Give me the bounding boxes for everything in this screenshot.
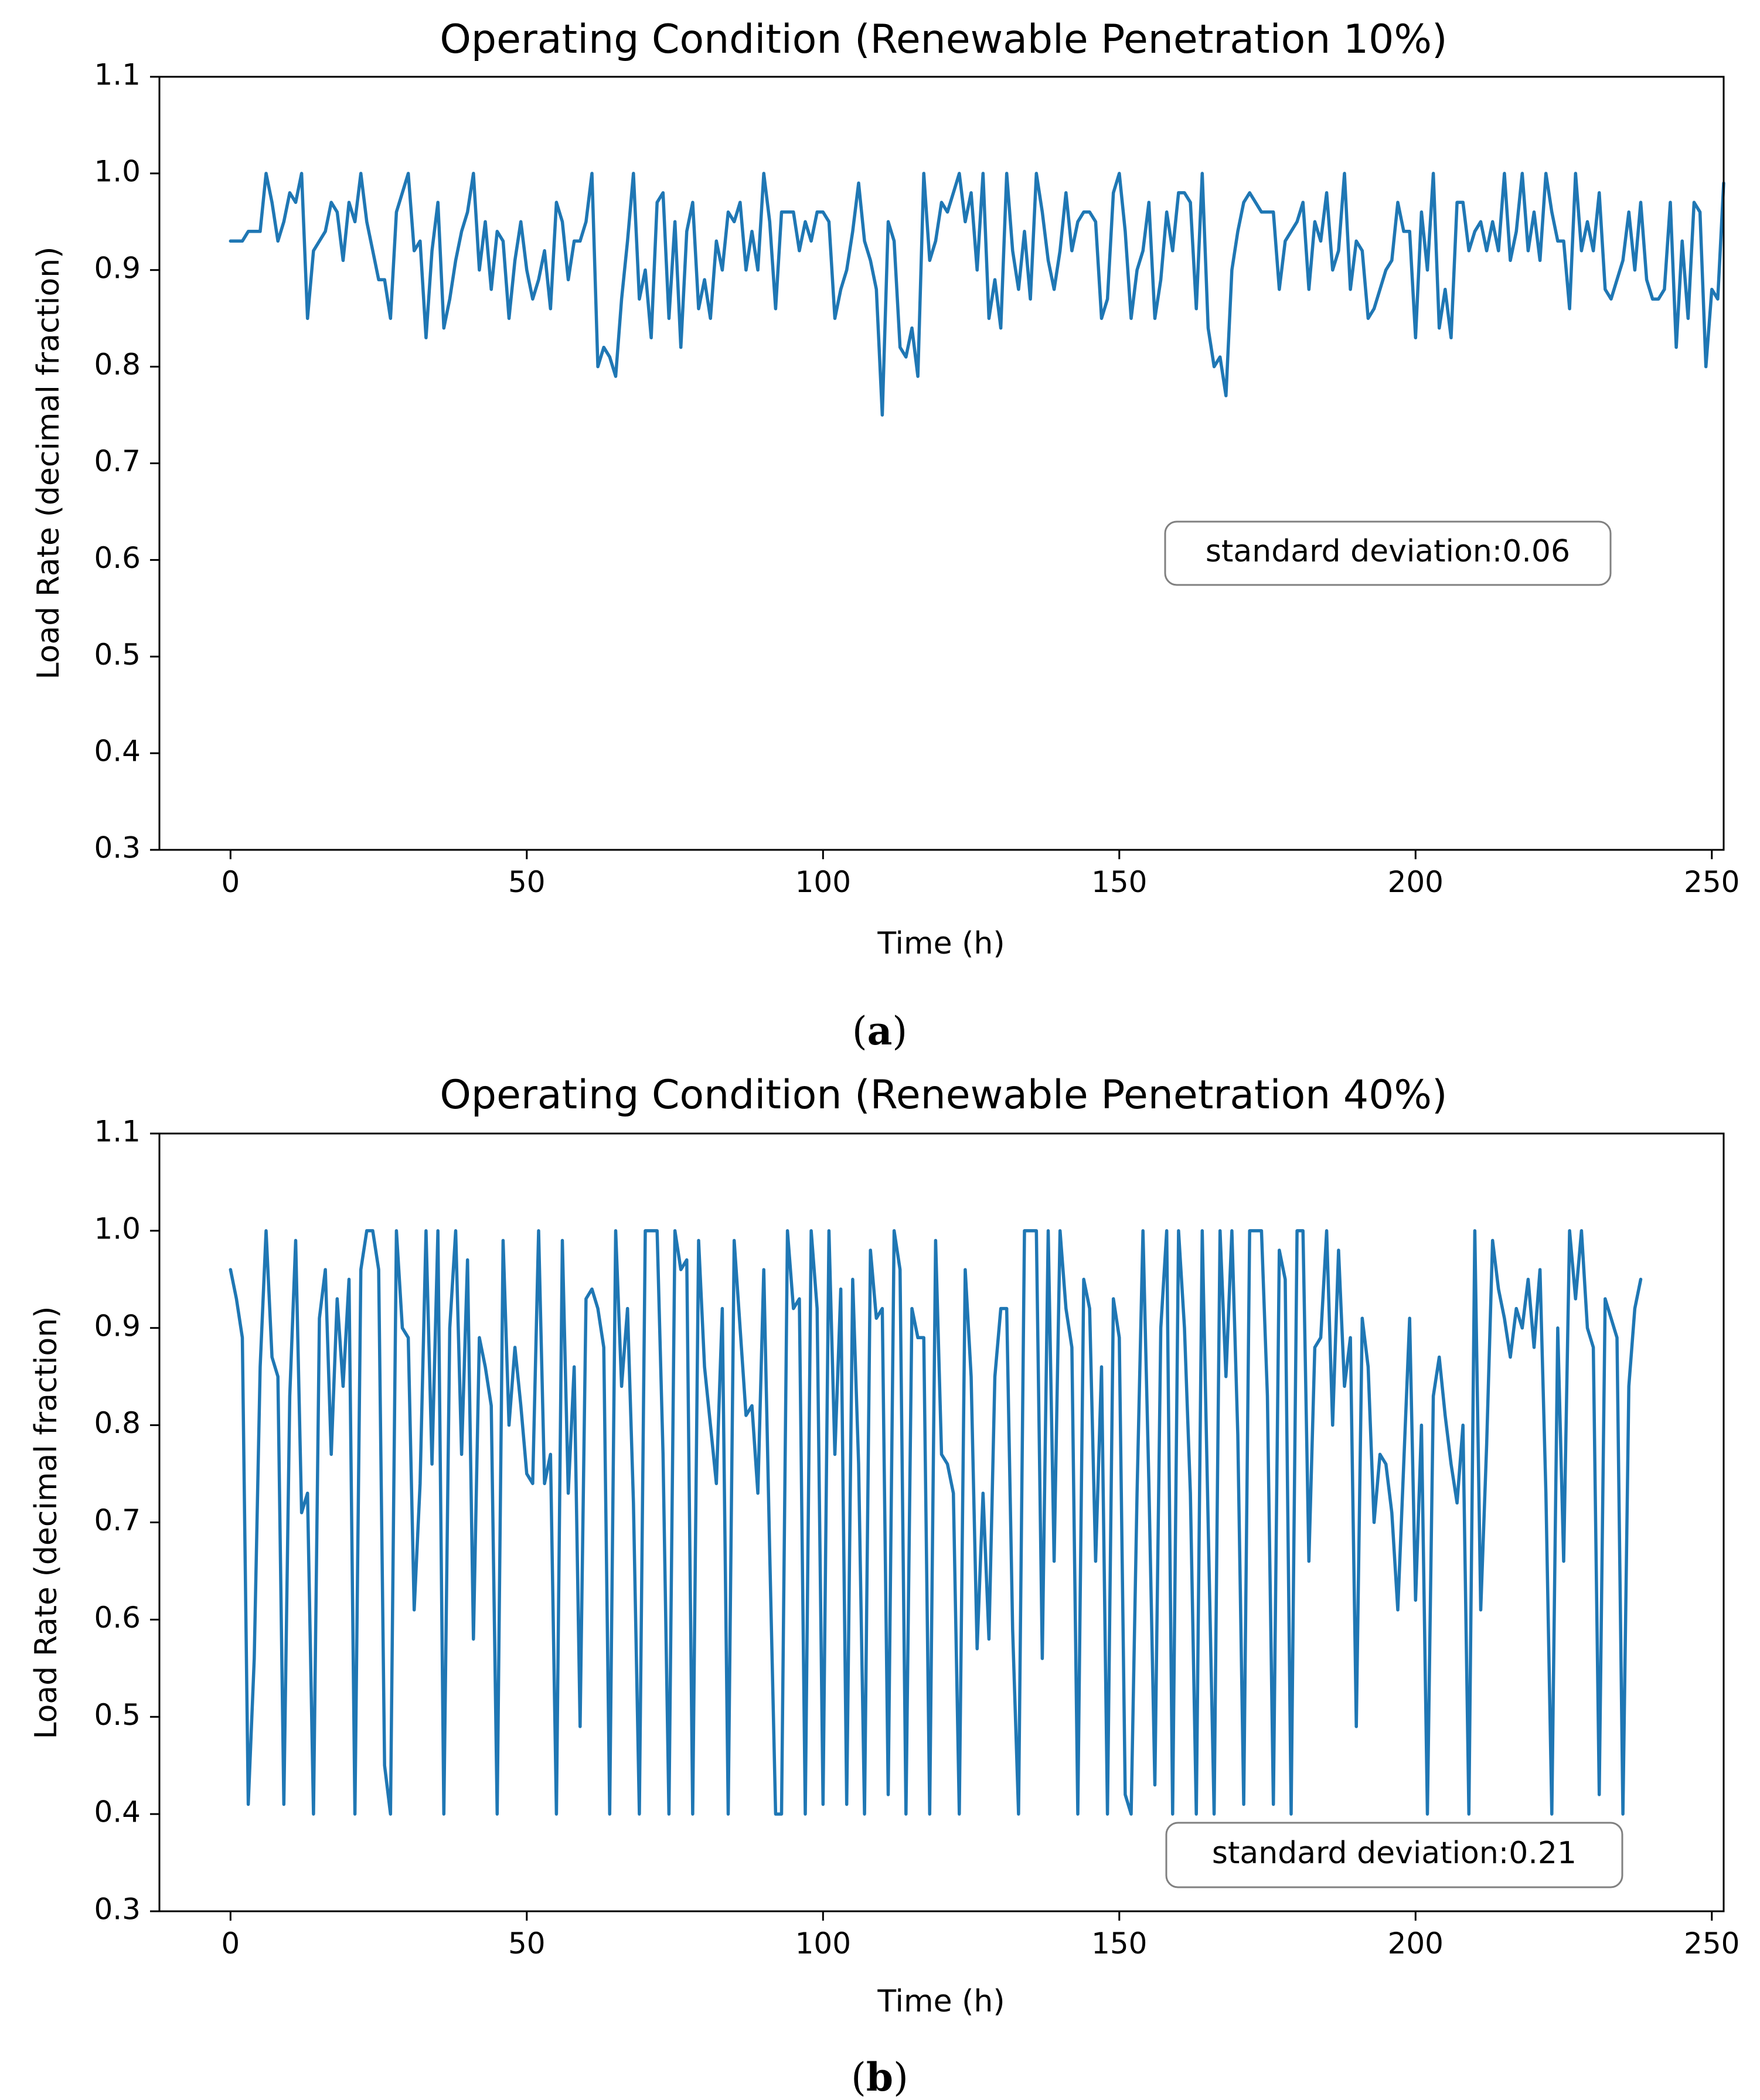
plot-area [229,1229,1643,1816]
panel-label-a-letter: a [867,1008,893,1054]
panel-label-b: (b) [851,2054,908,2100]
plot-frame [158,76,1725,851]
series-line [229,1229,1643,1816]
chart-title: Operating Condition (Renewable Penetrati… [440,1072,1447,1118]
x-tick-label: 0 [221,1927,240,1961]
y-axis-label: Load Rate (decimal fraction) [31,247,66,680]
annotation-box [1165,1822,1623,1888]
x-axis-ticks: 0 50 100 150 200 250 [221,850,1739,899]
y-tick-label: 0.9 [94,1309,141,1343]
series-line [229,172,1725,417]
annotation-box [1164,520,1612,586]
plot-frame [158,1132,1725,1912]
x-tick-label: 200 [1388,865,1444,899]
y-tick-label: 0.4 [94,1795,141,1829]
y-tick-label: 0.4 [94,734,141,768]
y-tick-label: 1.1 [94,58,141,92]
chart-title: Operating Condition (Renewable Penetrati… [440,16,1447,63]
x-tick-label: 100 [795,1927,851,1961]
x-axis-label: Time (h) [877,1984,1005,2019]
y-tick-label: 0.5 [94,1698,141,1732]
y-tick-label: 0.9 [94,251,141,285]
x-tick-label: 200 [1388,1927,1444,1961]
y-tick-label: 0.6 [94,541,141,575]
y-tick-label: 1.1 [94,1115,141,1149]
x-tick-label: 100 [795,865,851,899]
x-tick-label: 250 [1684,1927,1739,1961]
x-axis-label: Time (h) [877,926,1005,961]
y-axis-ticks: 0.3 0.4 0.5 0.6 0.7 0.8 0.9 1.0 1.1 [94,1115,159,1927]
y-tick-label: 0.7 [94,444,141,478]
y-tick-label: 1.0 [94,1211,141,1245]
y-axis-label: Load Rate (decimal fraction) [29,1306,64,1740]
x-tick-label: 150 [1091,865,1147,899]
x-tick-label: 150 [1091,1927,1147,1961]
y-tick-label: 0.7 [94,1503,141,1537]
annotation: standard deviation:0.21 [1165,1822,1623,1888]
y-axis-ticks: 0.3 0.4 0.5 0.6 0.7 0.8 0.9 1.0 1.1 [94,58,159,865]
annotation-text: standard deviation:0.06 [1206,534,1570,569]
panel-label-b-letter: b [866,2054,893,2100]
x-tick-label: 0 [221,865,240,899]
chart-panel-a: Operating Condition (Renewable Penetrati… [31,16,1739,1054]
annotation-text: standard deviation:0.21 [1212,1836,1577,1871]
y-tick-label: 0.8 [94,1406,141,1440]
x-tick-label: 50 [508,1927,546,1961]
y-tick-label: 0.8 [94,348,141,382]
x-axis-ticks: 0 50 100 150 200 250 [221,1911,1739,1961]
x-tick-label: 250 [1684,865,1739,899]
y-tick-label: 1.0 [94,154,141,188]
annotation: standard deviation:0.06 [1164,520,1612,586]
chart-panel-b: Operating Condition (Renewable Penetrati… [29,1072,1739,2100]
y-tick-label: 0.3 [94,1893,141,1927]
x-tick-label: 50 [508,865,546,899]
y-tick-label: 0.6 [94,1601,141,1635]
y-tick-label: 0.3 [94,831,141,865]
panel-label-a: (a) [852,1008,907,1054]
y-tick-label: 0.5 [94,638,141,672]
plot-area [229,172,1725,417]
